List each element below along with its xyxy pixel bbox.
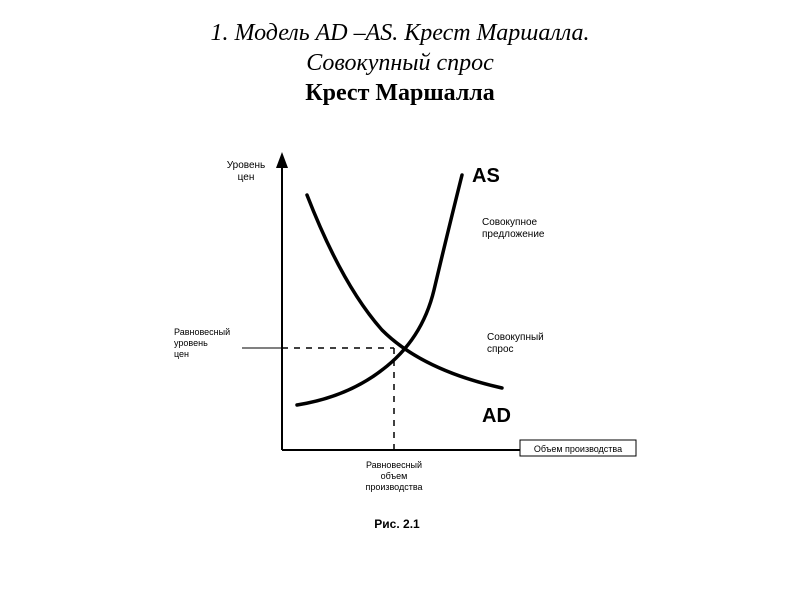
eq-y-label-2: уровень: [174, 338, 208, 348]
y-axis-arrow: [276, 152, 288, 168]
ad-curve: [307, 195, 502, 388]
ad-annotation-2: спрос: [487, 344, 514, 355]
y-axis-label-2: цен: [238, 172, 255, 183]
y-axis-label-1: Уровень: [227, 160, 266, 171]
eq-x-label-2: объем: [381, 471, 408, 481]
title-line-2: Совокупный спрос: [0, 48, 800, 78]
x-axis-label: Объем производства: [534, 444, 622, 454]
eq-x-label-3: производства: [365, 482, 422, 492]
ad-annotation-1: Совокупный: [487, 332, 544, 343]
eq-y-label-1: Равновесный: [174, 327, 230, 337]
as-annotation-1: Совокупное: [482, 217, 538, 228]
eq-y-label-3: цен: [174, 349, 189, 359]
as-curve-label: AS: [472, 165, 500, 187]
eq-x-label-1: Равновесный: [366, 460, 422, 470]
ad-curve-label: AD: [482, 405, 511, 427]
marshall-cross-chart: Уровень цен Объем производства AS Совоку…: [172, 140, 657, 540]
page-title-block: 1. Модель AD –AS. Крест Маршалла. Совоку…: [0, 18, 800, 108]
as-curve: [297, 175, 462, 405]
title-line-1: 1. Модель AD –AS. Крест Маршалла.: [0, 18, 800, 48]
as-annotation-2: предложение: [482, 229, 545, 240]
title-line-3: Крест Маршалла: [0, 78, 800, 108]
figure-caption: Рис. 2.1: [374, 517, 420, 531]
